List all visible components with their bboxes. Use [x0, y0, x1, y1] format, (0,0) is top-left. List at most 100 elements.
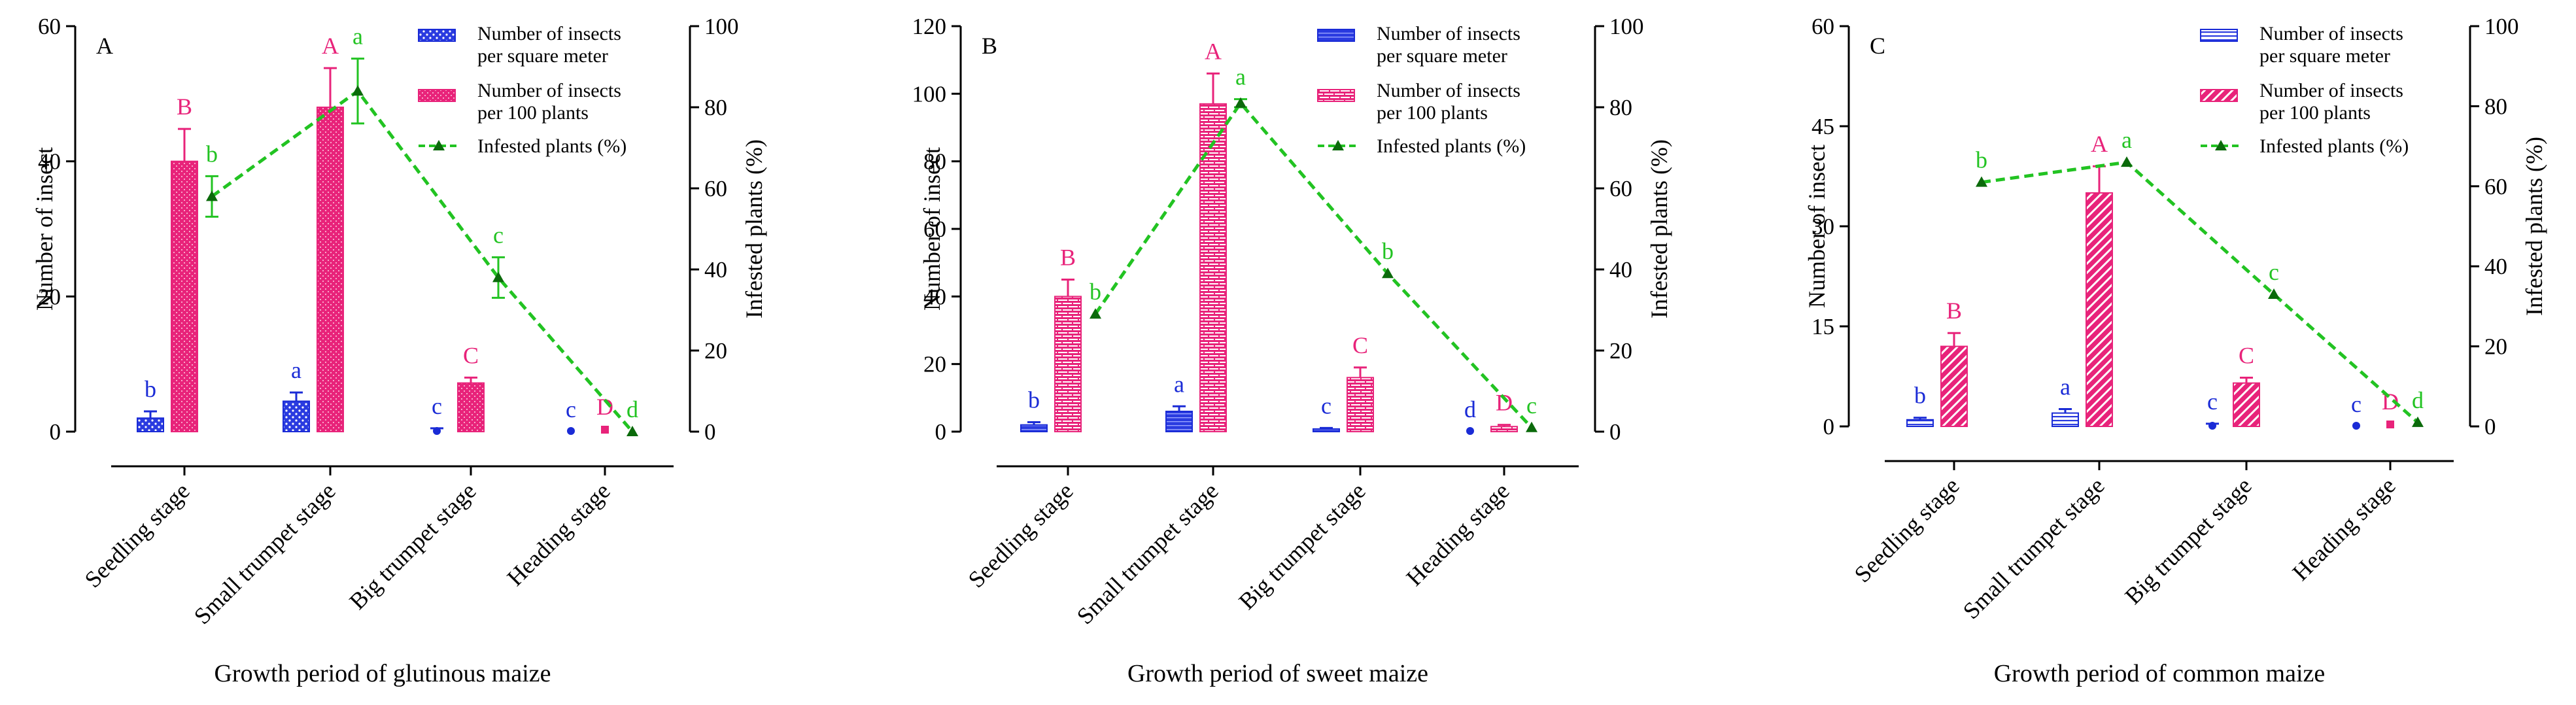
- bar-sqm: [283, 400, 310, 432]
- letter-sqm: a: [1174, 371, 1184, 397]
- left-tick-label: 40: [38, 149, 61, 175]
- y-axis-title: Number of insect: [31, 147, 58, 311]
- legend-swatch-p100: [418, 89, 456, 102]
- letter-sqm: c: [2351, 391, 2361, 417]
- right-tick-label: 0: [2484, 414, 2496, 439]
- left-tick-label: 60: [1812, 14, 1834, 39]
- legend-marker-infested: [433, 140, 445, 150]
- letter-p100: B: [177, 94, 192, 120]
- right-tick-label: 80: [2484, 94, 2507, 119]
- letter-sqm: c: [1321, 392, 1331, 419]
- left-tick-label: 100: [912, 81, 947, 107]
- point-infested: [2268, 288, 2280, 300]
- legend-label-sqm-2: per square meter: [1377, 45, 1507, 67]
- x-tick-label: Heading stage: [1401, 477, 1514, 591]
- point-sqm: [1466, 427, 1474, 435]
- right-tick-label: 0: [704, 419, 716, 445]
- right-tick-label: 100: [704, 14, 739, 39]
- legend-label-sqm-1: Number of insects: [477, 23, 621, 44]
- right-tick-label: 0: [1609, 419, 1621, 445]
- letter-sqm: b: [1028, 387, 1040, 413]
- letter-p100: D: [596, 394, 613, 420]
- bar-p100: [1347, 377, 1374, 432]
- point-infested: [1526, 421, 1537, 432]
- x-tick-label: Small trumpet stage: [1958, 472, 2110, 624]
- point-infested: [352, 85, 364, 96]
- bar-p100: [1940, 345, 1968, 427]
- letter-infested: a: [352, 24, 363, 50]
- panel-letter: C: [1870, 33, 1885, 59]
- point-p100: [601, 426, 609, 434]
- right-tick-label: 60: [2484, 174, 2507, 199]
- legend-label-p100-2: per 100 plants: [2259, 102, 2371, 124]
- legend-swatch-sqm: [2200, 29, 2238, 42]
- right-tick-label: 80: [1609, 95, 1632, 120]
- left-tick-label: 80: [923, 149, 946, 175]
- point-infested: [206, 190, 218, 201]
- x-tick-label: Heading stage: [502, 477, 615, 591]
- bar-p100: [2233, 382, 2260, 428]
- legend-label-infested: Infested plants (%): [477, 135, 627, 157]
- letter-sqm: c: [566, 396, 576, 422]
- y2-axis-title: Infested plants (%): [1646, 139, 1672, 318]
- x-axis-title: Growth period of sweet maize: [1127, 660, 1428, 687]
- panel-letter: A: [96, 33, 113, 59]
- left-tick-label: 20: [38, 284, 61, 309]
- legend-swatch-sqm: [418, 29, 456, 42]
- letter-p100: A: [322, 33, 339, 59]
- right-tick-label: 100: [2484, 14, 2519, 39]
- legend-swatch-p100: [2200, 89, 2238, 102]
- bar-sqm: [1165, 411, 1193, 432]
- x-tick-label: Heading stage: [2287, 472, 2400, 585]
- chart-panels: 0 20 40 60 0 20 40 60 80 100 A Number of insect Infe…: [31, 14, 2547, 687]
- legend-label-p100-1: Number of insects: [1377, 80, 1520, 101]
- bar-sqm: [1020, 424, 1048, 433]
- letter-infested: c: [2269, 259, 2279, 285]
- bar-p100: [1490, 426, 1518, 432]
- letter-infested: d: [627, 396, 638, 422]
- legend-label-sqm-1: Number of insects: [1377, 23, 1520, 44]
- point-infested: [492, 271, 504, 283]
- point-infested: [1235, 97, 1246, 108]
- panel-b: 0 20 40 60 80 100 120 0 20 40 60 80 100 B Number of in…: [912, 14, 1673, 687]
- right-tick-label: 100: [1609, 14, 1644, 39]
- right-tick-label: 40: [1609, 257, 1632, 283]
- letter-p100: C: [2239, 343, 2254, 369]
- left-tick-label: 40: [923, 284, 946, 309]
- bar-sqm: [1906, 419, 1934, 427]
- left-tick-label: 0: [935, 419, 947, 445]
- point-infested: [2121, 156, 2133, 167]
- y-axis-title: Number of insect: [919, 147, 945, 311]
- right-tick-label: 60: [1609, 176, 1632, 201]
- line-infested: [211, 88, 634, 433]
- right-tick-label: 40: [704, 257, 727, 283]
- right-tick-label: 40: [2484, 254, 2507, 279]
- legend-label-p100-1: Number of insects: [477, 80, 621, 101]
- letter-sqm: c: [432, 393, 442, 419]
- x-tick-label: Seedling stage: [80, 477, 195, 593]
- letter-p100: A: [2091, 131, 2108, 157]
- bar-sqm: [2052, 412, 2079, 427]
- letter-sqm: c: [2207, 388, 2218, 415]
- bar-p100: [1199, 103, 1227, 432]
- letter-infested: b: [206, 141, 218, 167]
- point-infested: [627, 426, 638, 436]
- left-tick-label: 0: [1823, 414, 1835, 439]
- bar-p100: [171, 160, 198, 433]
- legend-swatch-p100: [1317, 89, 1355, 102]
- letter-p100: B: [1060, 245, 1076, 271]
- bar-p100: [1054, 296, 1082, 433]
- letter-infested: b: [1090, 279, 1101, 305]
- letter-infested: c: [1526, 392, 1537, 419]
- bar-p100: [457, 382, 485, 432]
- x-tick-label: Seedling stage: [1849, 472, 1965, 587]
- x-tick-label: Small trumpet stage: [189, 477, 341, 629]
- y2-axis-title: Infested plants (%): [741, 139, 767, 318]
- left-tick-label: 60: [38, 14, 61, 39]
- panel-a: 0 20 40 60 0 20 40 60 80 100 A Number of insect Infe…: [31, 14, 767, 687]
- letter-sqm: a: [2060, 373, 2070, 400]
- right-tick-label: 80: [704, 95, 727, 120]
- legend-swatch-sqm: [1317, 29, 1355, 42]
- letter-p100: B: [1946, 298, 1962, 324]
- point-infested: [2412, 416, 2424, 427]
